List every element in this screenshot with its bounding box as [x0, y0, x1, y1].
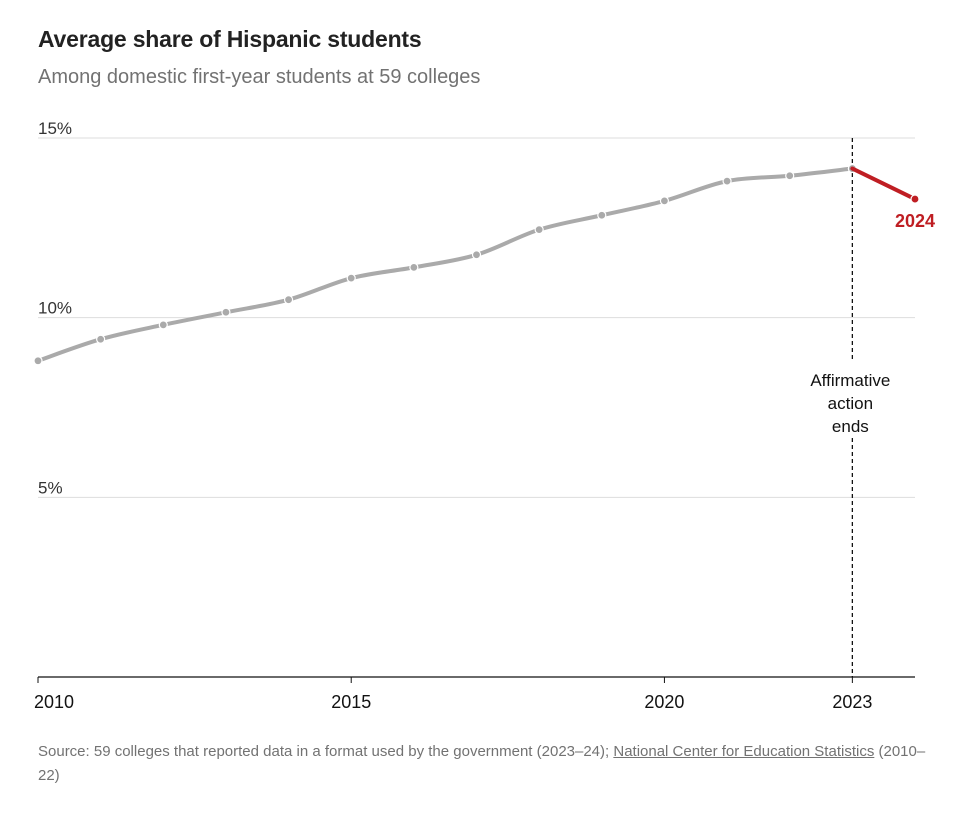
- annotation-text-line: action: [828, 394, 873, 413]
- data-point: [722, 176, 732, 186]
- x-tick-label: 2020: [644, 692, 684, 712]
- axis-layer: 5% 10% 15% 2010 2015 2020 2023: [34, 119, 915, 712]
- source-prefix: Source: 59 colleges that reported data i…: [38, 743, 614, 760]
- annotation-layer: Affirmative action ends: [810, 138, 890, 677]
- data-point: [283, 295, 294, 305]
- y-tick-label: 10%: [38, 299, 72, 318]
- x-tick-label: 2010: [34, 692, 74, 712]
- series-line-1: [850, 166, 917, 202]
- data-point: [409, 262, 419, 272]
- data-point: [158, 320, 168, 330]
- data-point: [96, 334, 106, 344]
- data-point: [785, 171, 795, 181]
- data-point: [346, 273, 356, 283]
- annotation-text-line: Affirmative: [810, 371, 890, 390]
- source-note: Source: 59 colleges that reported data i…: [38, 740, 938, 788]
- y-tick-label: 5%: [38, 478, 63, 497]
- series-line-0: [36, 166, 855, 363]
- grid-layer: [38, 137, 915, 498]
- data-point: [597, 210, 607, 220]
- series-layer: [33, 163, 920, 366]
- source-link[interactable]: National Center for Education Statistics: [613, 743, 875, 760]
- chart-subtitle: Among domestic first-year students at 59…: [38, 66, 481, 88]
- data-point: [659, 196, 670, 206]
- data-point: [33, 356, 43, 366]
- data-point: [910, 194, 920, 204]
- x-tick-label: 2023: [832, 692, 872, 712]
- label-layer: 2024: [895, 211, 935, 231]
- annotation-text-line: ends: [832, 417, 869, 436]
- y-tick-label: 15%: [38, 119, 72, 138]
- source-suffix: (2010–22): [38, 743, 926, 784]
- data-point: [534, 225, 544, 235]
- data-point: [471, 250, 482, 260]
- x-tick-label: 2015: [331, 692, 371, 712]
- chart-title: Average share of Hispanic students: [38, 26, 422, 52]
- data-point: [221, 307, 231, 317]
- end-value-label: 2024: [895, 211, 935, 231]
